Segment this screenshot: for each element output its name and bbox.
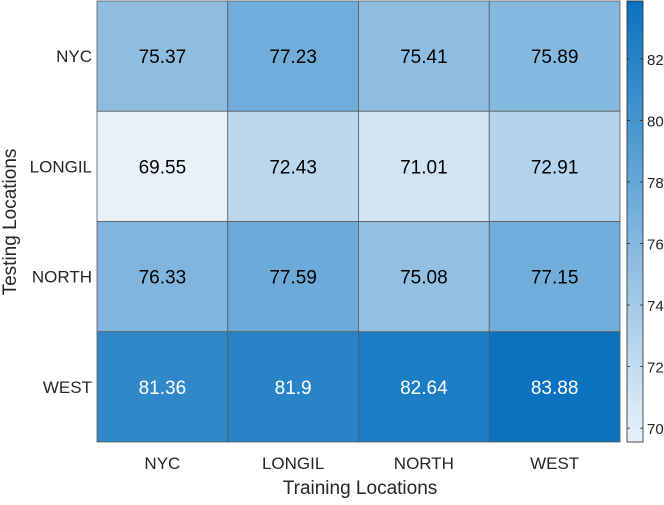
colorbar-tick-label: 74 — [647, 298, 664, 315]
heatmap-cell — [227, 331, 359, 443]
x-tick-label: NORTH — [394, 454, 454, 473]
cell-value-label: 72.43 — [269, 157, 317, 178]
y-tick-label: NORTH — [32, 268, 92, 287]
x-tick-label: WEST — [530, 454, 579, 473]
cell-value-label: 83.88 — [531, 378, 579, 399]
heatmap-cell — [96, 0, 229, 112]
cell-value-label: 75.41 — [400, 47, 448, 68]
heatmap-cells — [96, 0, 621, 443]
x-axis-tick-labels: NYC LONGIL NORTH WEST — [144, 454, 579, 473]
x-axis-label: Training Locations — [283, 478, 438, 499]
colorbar-tick-label: 82 — [647, 52, 664, 69]
heatmap-cell — [488, 110, 621, 222]
colorbar-gradient — [626, 0, 644, 443]
colorbar-tick-label: 76 — [647, 237, 664, 254]
colorbar-tick-label: 80 — [647, 113, 664, 130]
heatmap-cell — [488, 331, 621, 443]
x-tick-label: LONGIL — [262, 454, 324, 473]
cell-value-label: 81.36 — [139, 378, 187, 399]
heatmap-cell — [96, 331, 229, 443]
heatmap-cell — [227, 0, 359, 112]
heatmap-cell — [227, 221, 359, 333]
heatmap-cell — [227, 110, 359, 222]
y-tick-label: LONGIL — [30, 157, 92, 176]
x-tick-label: NYC — [144, 454, 180, 473]
heatmap-cell — [96, 110, 229, 222]
heatmap-cell — [358, 110, 490, 222]
cell-value-label: 75.89 — [531, 47, 579, 68]
colorbar-tick-label: 70 — [647, 421, 664, 438]
heatmap-cell — [488, 221, 621, 333]
cell-value-label: 71.01 — [400, 157, 448, 178]
cell-value-label: 72.91 — [531, 157, 579, 178]
cell-value-label: 82.64 — [400, 378, 448, 399]
colorbar: 70 72 74 76 78 80 82 — [626, 0, 664, 443]
colorbar-tick-label: 78 — [647, 175, 664, 192]
cell-value-label: 69.55 — [139, 157, 187, 178]
heatmap-cell — [358, 0, 490, 112]
cell-value-label: 75.08 — [400, 268, 448, 289]
y-axis-label: Testing Locations — [0, 149, 21, 296]
colorbar-tick-label: 72 — [647, 360, 664, 377]
cell-value-label: 77.59 — [269, 268, 317, 289]
y-tick-label: NYC — [56, 47, 92, 66]
y-axis-tick-labels: NYC LONGIL NORTH WEST — [30, 47, 92, 397]
cell-value-label: 77.23 — [269, 47, 317, 68]
cell-value-labels: 75.37 77.23 75.41 75.89 69.55 72.43 71.01 72.91… — [139, 47, 579, 399]
cell-value-label: 81.9 — [275, 378, 312, 399]
cell-value-label: 76.33 — [139, 268, 187, 289]
cell-value-label: 75.37 — [139, 47, 187, 68]
y-tick-label: WEST — [43, 378, 92, 397]
heatmap-cell — [358, 331, 490, 443]
cell-value-label: 77.15 — [531, 268, 579, 289]
heatmap-cell — [488, 0, 621, 112]
